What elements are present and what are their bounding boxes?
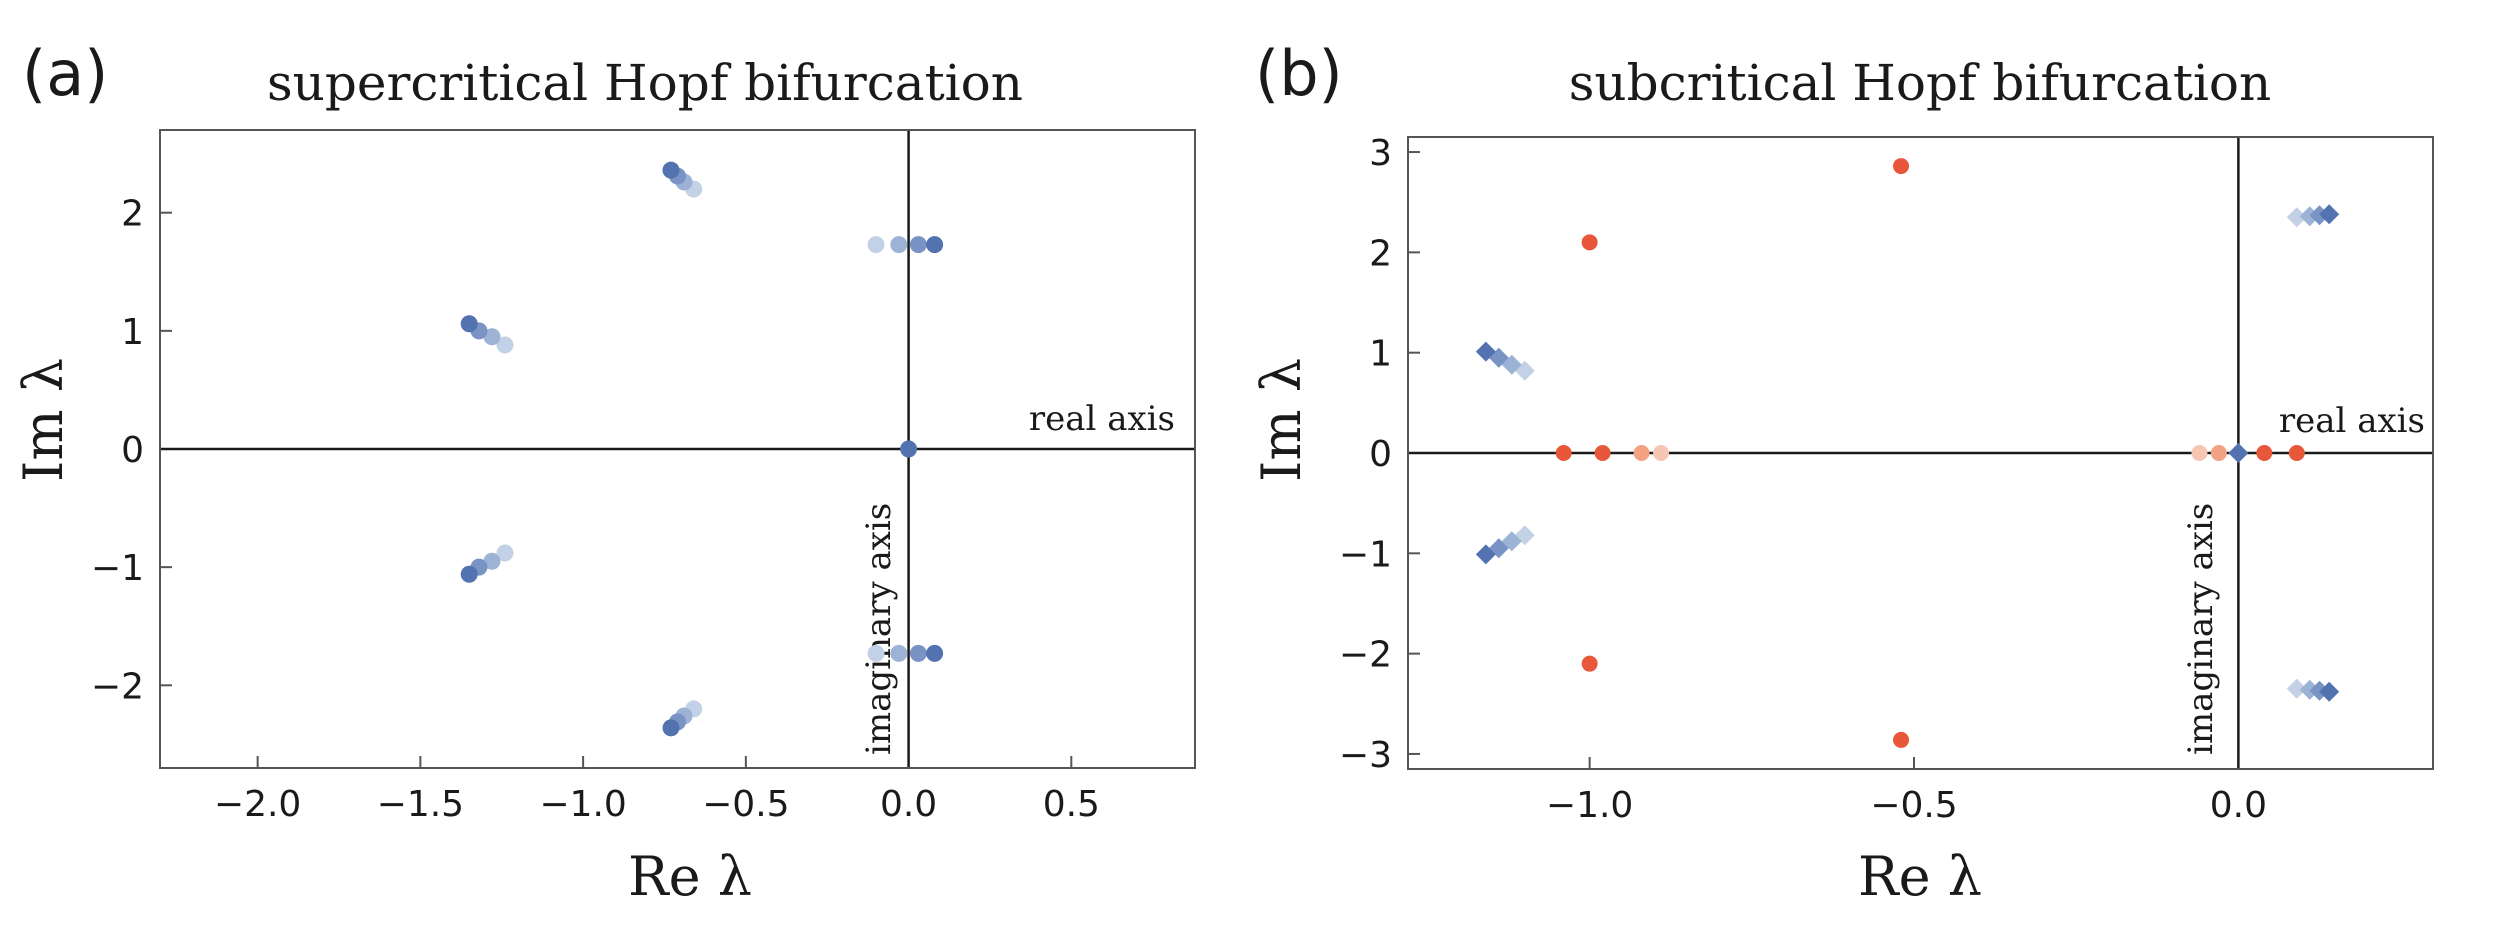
panel-a-circle-point — [496, 336, 514, 354]
panel-b-circle-point — [1893, 731, 1910, 748]
panel-b-circle-point — [1633, 445, 1650, 461]
panel-a-circle-point — [460, 565, 478, 583]
panel-a-ylabel: Im λ — [12, 358, 75, 482]
panel-b-ylabel: Im λ — [1250, 358, 1313, 482]
panel-a-circle-point — [483, 552, 501, 570]
panel-b-circle-point — [1555, 445, 1572, 461]
panel-b-diamond-point — [2286, 678, 2307, 699]
panel-b-ytick-label: 2 — [1369, 233, 1392, 274]
panel-b-xtick-label: −0.5 — [1870, 785, 1957, 826]
panel-a-xlabel: Re λ — [628, 845, 752, 908]
panel-a-points — [460, 161, 944, 737]
panel-b-label: (b) — [1255, 37, 1343, 110]
panel-b-circle-point — [1594, 445, 1611, 461]
panel-b-ticks: −1.0 −0.5 0.0 −3 −2 −1 0 1 2 3 — [1339, 133, 2267, 826]
panel-a-ytick-label: −2 — [91, 666, 144, 707]
panel-b-circle-point — [2288, 445, 2305, 461]
panel-b-xlabel: Re λ — [1858, 845, 1982, 908]
panel-a-ticks: −2.0 −1.5 −1.0 −0.5 0.0 0.5 −2 −1 0 1 2 — [91, 194, 1100, 825]
panel-b-frame — [1407, 136, 2434, 770]
panel-b-circle-point — [2191, 445, 2208, 461]
panel-a-xtick-label: 0.0 — [880, 784, 937, 825]
panel-a-circle-point — [890, 644, 908, 662]
panel-a-circle-point — [926, 236, 944, 254]
panel-b-real-axis-label: real axis — [2279, 401, 2425, 441]
panel-a-supercritical: (a) supercritical Hopf bifurcation Re λ … — [12, 37, 1196, 908]
panel-b-xtick-label: 0.0 — [2210, 785, 2267, 826]
panel-b-circle-point — [1653, 445, 1670, 461]
panel-b-diamond-point — [2319, 204, 2340, 225]
panel-a-circle-point — [909, 236, 927, 254]
panel-b-imaginary-axis-label: imaginary axis — [2181, 503, 2221, 755]
panel-b-ytick-label: 1 — [1369, 334, 1392, 375]
panel-a-circle-point — [662, 719, 680, 737]
panel-b-xtick-label: −1.0 — [1546, 785, 1633, 826]
panel-a-circle-point — [867, 236, 885, 254]
panel-a-frame — [159, 129, 1196, 769]
panel-a-circle-point — [867, 644, 885, 662]
panel-a-zero-axes — [160, 130, 1195, 768]
panel-b-title: subcritical Hopf bifurcation — [1569, 54, 2271, 112]
panel-a-xtick-label: −1.5 — [377, 784, 464, 825]
panel-b-subcritical: (b) subcritical Hopf bifurcation Re λ Im… — [1250, 37, 2434, 908]
panel-b-circle-point — [2256, 445, 2273, 461]
panel-b-circle-point — [2210, 445, 2227, 461]
panel-b-ytick-label: −1 — [1339, 534, 1392, 575]
panel-a-circle-point — [483, 328, 501, 346]
panel-b-circle-point — [1581, 234, 1598, 251]
panel-a-ytick-label: −1 — [91, 548, 144, 589]
panel-b-diamond-point — [2319, 681, 2340, 702]
panel-b-diamond-point — [1475, 341, 1496, 362]
panel-b-circle-point — [1893, 158, 1910, 175]
panel-a-label: (a) — [22, 37, 108, 110]
panel-a-circle-point — [460, 315, 478, 333]
panel-b-circle-point — [1581, 655, 1598, 672]
panel-a-ytick-label: 0 — [121, 430, 144, 471]
panel-a-xtick-label: 0.5 — [1043, 784, 1100, 825]
panel-b-diamond-point — [2228, 443, 2249, 463]
panel-a-xtick-label: −1.0 — [539, 784, 626, 825]
panel-a-xtick-label: −0.5 — [702, 784, 789, 825]
panel-a-circle-point — [662, 161, 680, 179]
panel-b-ytick-label: 0 — [1369, 434, 1392, 475]
panel-a-real-axis-label: real axis — [1029, 399, 1175, 439]
panel-b-diamond-point — [1475, 544, 1496, 565]
panel-a-ytick-label: 2 — [121, 194, 144, 235]
panel-a-title: supercritical Hopf bifurcation — [267, 54, 1023, 112]
panel-b-points — [1475, 158, 2340, 748]
panel-a-circle-point — [926, 644, 944, 662]
panel-a-ytick-label: 1 — [121, 312, 144, 353]
panel-a-imaginary-axis-label: imaginary axis — [859, 503, 899, 755]
panel-a-circle-point — [909, 644, 927, 662]
panel-a-circle-point — [890, 236, 908, 254]
panel-b-ytick-label: 3 — [1369, 133, 1392, 174]
panel-a-xtick-label: −2.0 — [214, 784, 301, 825]
panel-a-circle-point — [496, 544, 514, 562]
panel-b-ytick-label: −2 — [1339, 635, 1392, 676]
panel-b-diamond-point — [2286, 207, 2307, 228]
panel-b-ytick-label: −3 — [1339, 735, 1392, 776]
panel-a-circle-point — [900, 440, 918, 458]
